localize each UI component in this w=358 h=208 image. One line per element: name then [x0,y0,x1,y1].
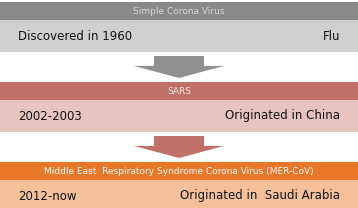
Text: Discovered in 1960: Discovered in 1960 [18,30,132,42]
Bar [154,136,204,146]
Text: Flu: Flu [323,30,340,42]
Bar [154,56,204,66]
Text: Simple Corona Virus: Simple Corona Virus [133,6,225,16]
Text: Originated in  Saudi Arabia: Originated in Saudi Arabia [180,189,340,203]
Text: SARS: SARS [167,87,191,95]
Text: 2012-now: 2012-now [18,189,76,203]
Polygon shape [134,66,224,78]
Text: Originated in China: Originated in China [225,109,340,123]
Bar [0,82,358,100]
Bar [0,162,358,180]
Polygon shape [134,146,224,158]
Text: 2002-2003: 2002-2003 [18,109,82,123]
Bar [0,2,358,20]
Bar [0,100,358,132]
Bar [0,180,358,208]
Text: Middle East  Respiratory Syndrome Corona Virus (MER-CoV): Middle East Respiratory Syndrome Corona … [44,166,314,176]
Bar [0,20,358,52]
